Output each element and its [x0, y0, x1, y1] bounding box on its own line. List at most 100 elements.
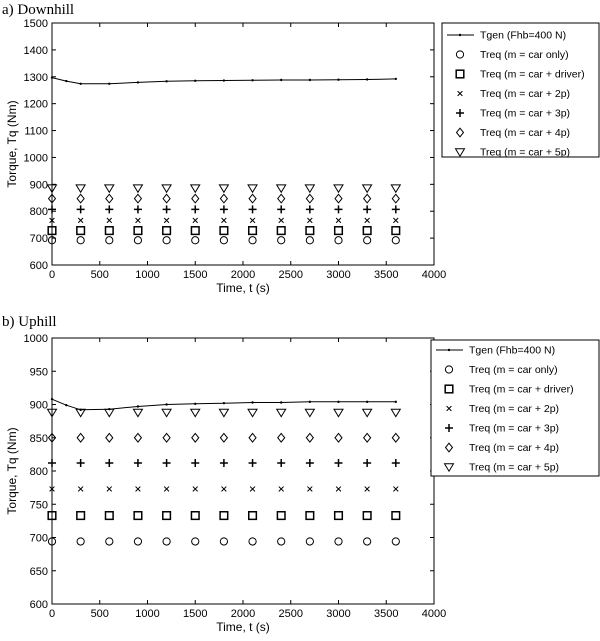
- series-point-circle: [162, 537, 171, 546]
- series-point-circle: [191, 537, 200, 546]
- series-point-x: [192, 486, 199, 492]
- series-point-tgen: [194, 79, 197, 83]
- series-point-circle: [76, 537, 85, 546]
- legend-entry-label: Tgen (Fhb=400 N): [469, 345, 555, 357]
- series-point-plus: [277, 459, 286, 468]
- series-point-square: [248, 511, 258, 521]
- legend-entry-label: Treq (m = car + driver): [480, 69, 585, 81]
- series-point-tgen: [222, 79, 226, 82]
- series-point-triangle-down: [247, 184, 258, 194]
- series-point-diamond: [334, 432, 343, 443]
- x-tick-label: 2500: [279, 269, 303, 281]
- series-point-plus: [48, 205, 56, 214]
- chart-panel-downhill: a) Downhill 0 500 1000 1500 2000 2500 3000 3500 4…: [2, 2, 600, 295]
- series-point-plus: [191, 459, 200, 468]
- series-point-tgen: [308, 78, 312, 82]
- series-point-tgen: [136, 405, 140, 408]
- series-point-circle: [76, 236, 85, 245]
- panel-label: b) Uphill: [2, 314, 57, 330]
- legend-entry-label: Treq (m = car only): [480, 49, 569, 61]
- series-point-square: [76, 511, 86, 521]
- series-point-plus: [334, 205, 343, 214]
- panel-label: a) Downhill: [2, 2, 74, 18]
- legend-marker-plus: [445, 424, 453, 432]
- series-point-plus: [105, 205, 114, 214]
- series-point-triangle-down: [75, 408, 87, 418]
- series-point-square: [305, 226, 315, 236]
- legend-marker-plus: [456, 109, 464, 117]
- series-point-diamond: [162, 432, 171, 443]
- y-tick-label: 650: [30, 566, 48, 578]
- series-point-square: [276, 226, 286, 236]
- legend-marker-x: [446, 405, 452, 412]
- series-point-square: [362, 226, 372, 236]
- series-point-triangle-down: [132, 408, 144, 418]
- series-point-tgen: [365, 78, 369, 81]
- series-point-diamond: [277, 193, 286, 204]
- series-point-tgen: [308, 400, 312, 404]
- series-point-triangle-down: [333, 408, 344, 418]
- series-point-circle: [334, 236, 343, 245]
- series-point-circle: [248, 537, 257, 546]
- legend-marker-triangle-down: [443, 463, 455, 473]
- series-point-plus: [76, 459, 85, 468]
- series-point-plus: [76, 205, 85, 214]
- x-tick-label: 2000: [231, 608, 255, 620]
- series-point-x: [135, 217, 141, 224]
- y-tick-label: 600: [30, 599, 48, 611]
- series-point-square: [190, 511, 200, 521]
- series-point-tgen: [50, 397, 54, 401]
- series-point-circle: [47, 236, 57, 245]
- series-point-diamond: [363, 193, 372, 204]
- y-tick-label: 1200: [24, 99, 48, 111]
- series-point-tgen: [251, 79, 254, 82]
- series-point-triangle-down: [189, 408, 201, 418]
- x-tick-label: 500: [91, 608, 109, 620]
- series-point-plus: [162, 459, 171, 468]
- series-point-plus: [219, 459, 228, 468]
- x-tick-label: 3000: [326, 269, 350, 281]
- series-point-circle: [391, 236, 400, 245]
- series-point-square: [47, 226, 57, 236]
- series-point-square: [76, 226, 86, 236]
- series-point-circle: [133, 537, 143, 546]
- series-point-triangle-down: [161, 408, 172, 418]
- legend-entry-label: Treq (m = car only): [469, 364, 558, 376]
- series-point-circle: [248, 236, 257, 245]
- series-point-tgen: [65, 79, 68, 83]
- plot-frame: [51, 22, 435, 266]
- series-point-circle: [105, 236, 114, 245]
- series-point-x: [249, 217, 256, 224]
- series-point-triangle-down: [75, 184, 87, 194]
- series-point-square: [362, 511, 372, 521]
- series-point-square: [333, 511, 344, 521]
- series-point-square: [219, 511, 229, 521]
- series-point-diamond: [248, 193, 257, 204]
- series-point-circle: [305, 236, 314, 245]
- legend-marker-circle: [455, 50, 465, 59]
- series-point-triangle-down: [218, 184, 230, 194]
- series-point-triangle-down: [161, 184, 172, 194]
- series-point-square: [104, 226, 114, 236]
- series-point-x: [364, 486, 370, 492]
- x-tick-label: 4000: [422, 608, 446, 620]
- legend-entry-label: Treq (m = car + driver): [469, 384, 574, 396]
- series-point-diamond: [47, 193, 57, 204]
- series-point-diamond: [105, 193, 114, 204]
- legend-line-point: [447, 348, 451, 352]
- series-point-square: [276, 511, 286, 521]
- x-tick-label: 1500: [183, 608, 207, 620]
- y-tick-label: 700: [30, 233, 48, 245]
- series-point-circle: [334, 537, 343, 546]
- y-tick-label: 900: [30, 400, 48, 412]
- series-point-diamond: [334, 193, 343, 204]
- series-point-square: [305, 511, 315, 521]
- x-tick-label: 3500: [374, 269, 398, 281]
- x-tick-label: 500: [91, 269, 109, 281]
- series-point-triangle-down: [46, 408, 58, 418]
- series-point-x: [163, 486, 170, 492]
- series-point-plus: [391, 205, 400, 214]
- x-axis-label: Time, t (s): [216, 281, 270, 295]
- legend-entry-label: Treq (m = car + 4p): [480, 127, 570, 139]
- series-point-diamond: [162, 193, 171, 204]
